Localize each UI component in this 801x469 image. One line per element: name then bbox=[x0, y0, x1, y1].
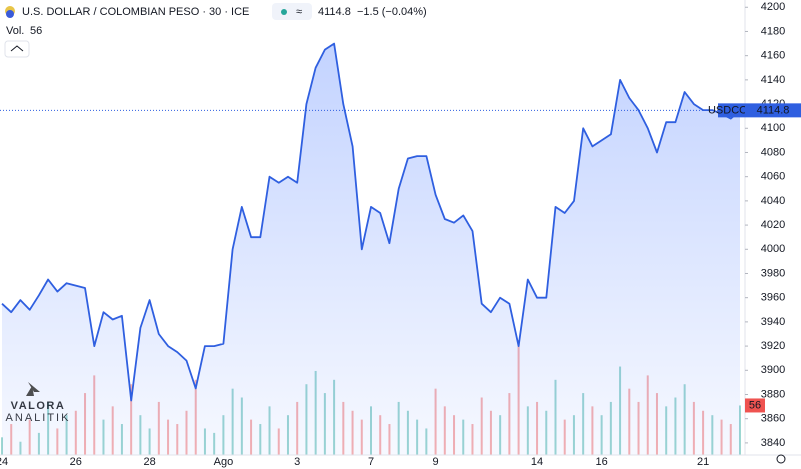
x-tick-label: 28 bbox=[143, 456, 155, 468]
symbol-tag-label: USDCOP bbox=[708, 104, 755, 116]
x-tick-label: Ago bbox=[214, 456, 234, 468]
collapse-button[interactable] bbox=[4, 40, 30, 58]
y-tick-label: 4080 bbox=[761, 146, 785, 158]
y-tick-label: 4140 bbox=[761, 74, 785, 86]
y-tick-label: 4100 bbox=[761, 122, 785, 134]
settings-icon[interactable] bbox=[776, 454, 786, 464]
price-tag-label: 4114.8 bbox=[757, 104, 790, 116]
x-tick-label: 24 bbox=[0, 456, 8, 468]
y-tick-label: 3840 bbox=[761, 437, 785, 449]
y-tick-label: 4020 bbox=[761, 219, 785, 231]
volume-tag-label: 56 bbox=[749, 399, 761, 411]
y-tick-label: 3920 bbox=[761, 340, 785, 352]
volume-tag bbox=[745, 398, 765, 413]
market-status bbox=[281, 9, 287, 15]
y-tick-label: 4040 bbox=[761, 195, 785, 207]
price-change: −1.5 (−0.04%) bbox=[357, 6, 427, 18]
y-tick-label: 3880 bbox=[761, 388, 785, 400]
y-tick-label: 4060 bbox=[761, 171, 785, 183]
watermark-subtitle: ANALITIK bbox=[6, 412, 71, 424]
volume-label: Vol. bbox=[6, 25, 24, 37]
logo bbox=[26, 382, 40, 396]
x-tick-label: 21 bbox=[697, 456, 709, 468]
symbol-tag bbox=[718, 103, 745, 118]
y-tick-label: 3940 bbox=[761, 316, 785, 328]
x-tick-label: 14 bbox=[531, 456, 543, 468]
x-tick-label: 7 bbox=[368, 456, 374, 468]
y-tick-label: 4160 bbox=[761, 50, 785, 62]
watermark-title: VALORA bbox=[11, 400, 66, 412]
settings-gear bbox=[776, 454, 786, 464]
y-tick-label: 3900 bbox=[761, 364, 785, 376]
last-price: 4114.8 bbox=[318, 6, 351, 18]
symbol-icon bbox=[6, 10, 14, 18]
area bbox=[2, 43, 740, 455]
price-line bbox=[1, 42, 741, 402]
x-tick-label: 9 bbox=[433, 456, 439, 468]
volume-value: 56 bbox=[30, 25, 42, 37]
x-tick-label: 16 bbox=[596, 456, 608, 468]
chart-title: U.S. DOLLAR / COLOMBIAN PESO · 30 · ICE bbox=[22, 6, 249, 18]
y-tick-label: 4000 bbox=[761, 243, 785, 255]
x-tick-label: 26 bbox=[70, 456, 82, 468]
collapse-icon bbox=[10, 45, 24, 52]
y-tick-label: 3860 bbox=[761, 413, 785, 425]
x-tick-label: 3 bbox=[294, 456, 300, 468]
status-button[interactable] bbox=[272, 3, 312, 20]
watermark: VALORA ANALITIK bbox=[6, 382, 71, 424]
y-tick-label: 4200 bbox=[761, 1, 785, 13]
plot bbox=[1, 42, 741, 455]
y-tick-label: 3960 bbox=[761, 292, 785, 304]
price-tag bbox=[745, 103, 801, 118]
y-tick-label: 3980 bbox=[761, 267, 785, 279]
y-tick-label: 4180 bbox=[761, 25, 785, 37]
header: U.S. DOLLAR / COLOMBIAN PESO · 30 · ICE … bbox=[4, 3, 427, 58]
delay-icon: ≈ bbox=[296, 6, 302, 18]
